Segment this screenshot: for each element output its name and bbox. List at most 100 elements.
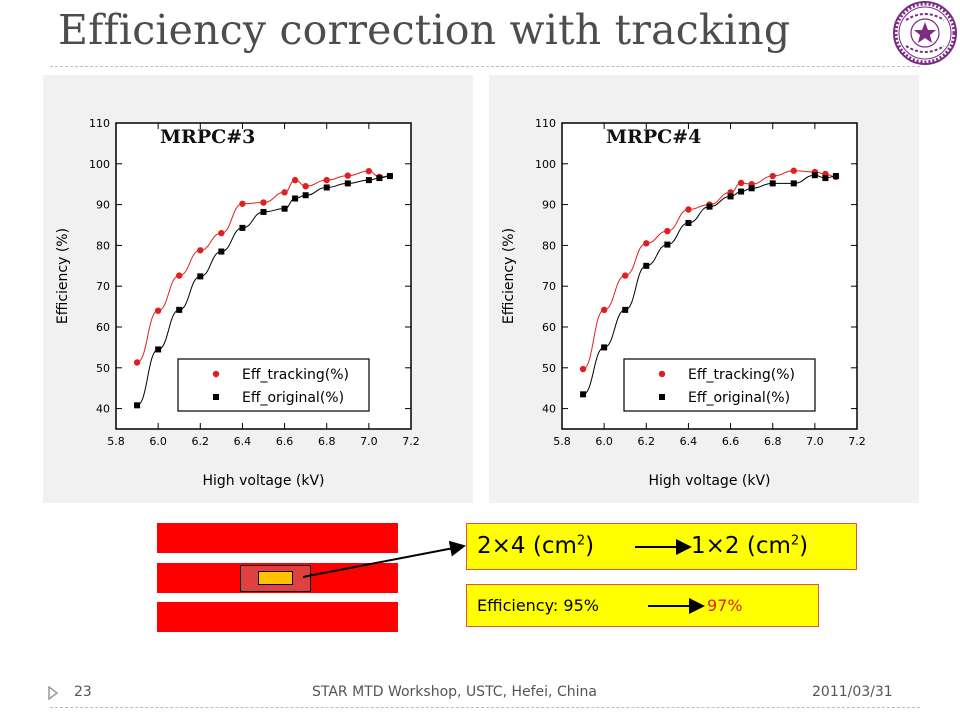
x-tick-label: 6.2: [638, 435, 656, 448]
data-point-original: [580, 391, 587, 398]
efficiency-box: Efficiency: 95% 97%: [466, 584, 819, 627]
data-point-tracking: [600, 306, 608, 314]
data-point-tracking: [579, 365, 587, 373]
data-point-tracking: [769, 172, 776, 180]
data-point-original: [155, 346, 162, 353]
data-point-original: [664, 241, 671, 248]
y-tick-label: 110: [89, 117, 110, 130]
data-point-original: [727, 193, 734, 200]
y-tick-label: 80: [542, 239, 556, 252]
data-point-tracking: [133, 359, 141, 366]
data-point-tracking: [281, 189, 288, 196]
data-point-original: [344, 180, 351, 187]
data-point-original: [176, 306, 183, 313]
mrpc-strip-top: [156, 522, 399, 554]
data-point-tracking: [685, 206, 692, 213]
data-point-original: [134, 402, 141, 409]
x-tick-label: 5.8: [553, 435, 571, 448]
chart-title: MRPC#4: [606, 126, 701, 148]
x-tick-label: 6.8: [318, 435, 336, 448]
event-name: STAR MTD Workshop, USTC, Hefei, China: [312, 684, 597, 700]
data-point-tracking: [197, 247, 204, 254]
university-seal-icon: [893, 1, 957, 65]
data-point-original: [386, 173, 393, 180]
y-tick-label: 60: [96, 321, 110, 334]
legend-marker-original: [659, 394, 665, 400]
data-point-original: [281, 205, 288, 212]
chart-title: MRPC#3: [160, 126, 255, 148]
efficiency-chart-mrpc4: 5.8 6.0 6.2 6.4 6.6 6.8 7.0 7.2 40 50 60 70 80 90 100 1…: [501, 117, 866, 489]
data-point-tracking: [344, 172, 351, 179]
readout-cell: [240, 565, 311, 592]
data-point-tracking: [737, 179, 745, 187]
data-point-original: [738, 188, 745, 195]
data-point-tracking: [218, 229, 225, 237]
y-axis-label: Efficiency (%): [55, 228, 71, 324]
data-point-original: [622, 306, 629, 313]
data-point-tracking: [291, 176, 299, 184]
pad-size-before: 2×4 (cm2): [477, 533, 595, 559]
data-point-original: [260, 208, 267, 215]
legend-marker-tracking: [658, 370, 666, 378]
data-point-original: [239, 224, 246, 231]
readout-pad: [258, 571, 293, 585]
legend-label: Eff_original(%): [242, 390, 344, 406]
chart-panel-mrpc4: 5.8 6.0 6.2 6.4 6.6 6.8 7.0 7.2 40 50 60 70 80 90 100 1…: [489, 75, 919, 503]
x-tick-label: 6.2: [192, 435, 210, 448]
y-tick-label: 50: [542, 362, 556, 375]
data-point-original: [643, 262, 650, 269]
slide-date: 2011/03/31: [812, 684, 893, 700]
data-point-tracking: [790, 167, 797, 174]
y-tick-label: 70: [542, 280, 556, 293]
y-tick-label: 40: [96, 403, 110, 416]
legend-label: Eff_tracking(%): [688, 367, 795, 383]
x-tick-label: 6.0: [149, 435, 167, 448]
data-point-tracking: [622, 272, 629, 279]
data-point-original: [790, 180, 797, 187]
x-tick-label: 7.2: [402, 435, 420, 448]
data-point-tracking: [176, 272, 183, 279]
data-point-tracking: [365, 167, 373, 175]
legend-marker-tracking: [212, 370, 220, 378]
y-tick-label: 100: [89, 158, 110, 171]
data-point-original: [365, 177, 372, 184]
y-axis-label: Efficiency (%): [501, 228, 517, 324]
x-axis-label: High voltage (kV): [203, 473, 325, 489]
bullet-icon: [48, 686, 58, 700]
legend-marker-original: [213, 394, 219, 400]
y-tick-label: 70: [96, 280, 110, 293]
data-point-original: [822, 175, 829, 182]
data-point-tracking: [323, 176, 330, 184]
data-point-original: [706, 203, 713, 210]
slide-title: Efficiency correction with tracking: [58, 6, 791, 54]
data-point-original: [748, 185, 755, 192]
data-point-original: [292, 195, 299, 202]
data-point-original: [601, 344, 608, 351]
y-tick-label: 110: [535, 117, 556, 130]
legend-label: Eff_original(%): [688, 390, 790, 406]
data-point-original: [218, 248, 225, 255]
legend-box: [623, 358, 816, 412]
x-tick-label: 6.4: [234, 435, 252, 448]
footer-divider: [50, 707, 920, 708]
y-tick-label: 40: [542, 403, 556, 416]
data-point-original: [769, 180, 776, 187]
pad-size-after: 1×2 (cm2): [691, 533, 809, 559]
y-tick-label: 90: [542, 199, 556, 212]
x-tick-label: 6.0: [595, 435, 613, 448]
y-tick-label: 60: [542, 321, 556, 334]
efficiency-chart-mrpc3: 5.8 6.0 6.2 6.4 6.6 6.8 7.0 7.2 40 50 60 70 80 90 100 1…: [55, 117, 420, 489]
y-tick-label: 80: [96, 239, 110, 252]
data-point-tracking: [664, 227, 671, 235]
legend-label: Eff_tracking(%): [242, 367, 349, 383]
x-tick-label: 7.0: [360, 435, 378, 448]
y-tick-label: 90: [96, 199, 110, 212]
title-divider: [50, 66, 920, 67]
data-point-tracking: [643, 240, 650, 247]
data-point-tracking: [154, 307, 162, 314]
data-point-original: [685, 219, 692, 226]
efficiency-before: Efficiency: 95%: [477, 596, 599, 615]
x-tick-label: 7.0: [806, 435, 824, 448]
data-point-original: [323, 184, 330, 191]
data-point-original: [811, 172, 818, 179]
